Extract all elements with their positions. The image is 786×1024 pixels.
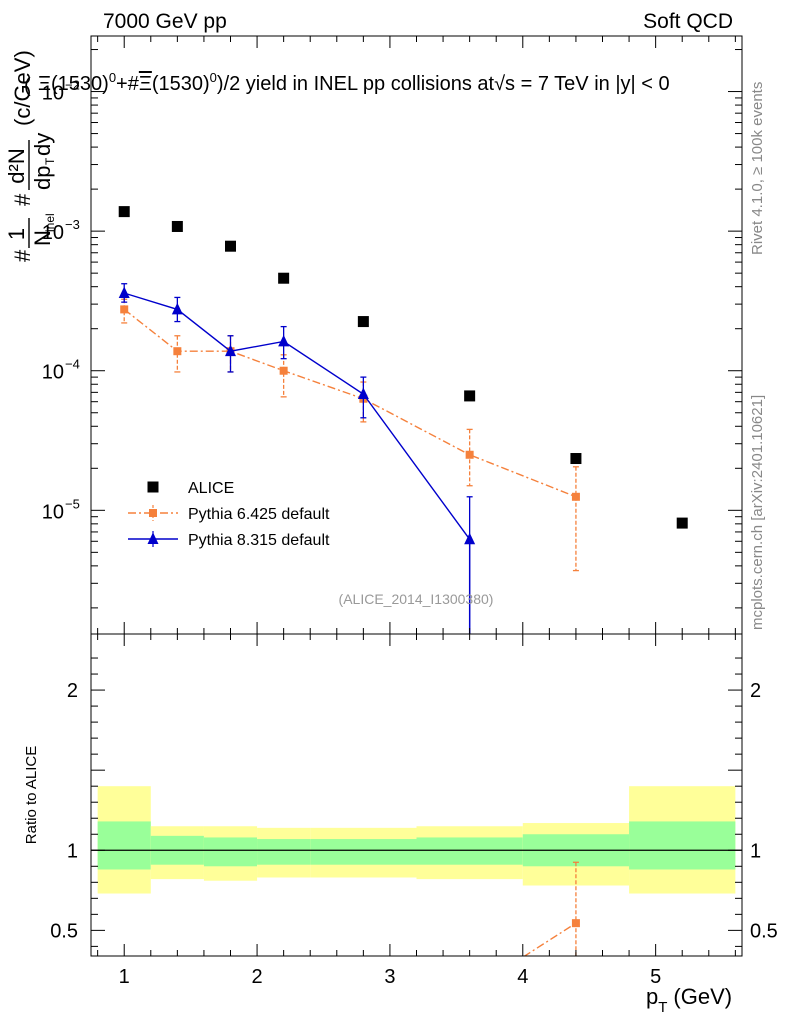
y-tick-label: 10 <box>42 222 64 244</box>
ratio-y-tick-label-right: 1 <box>750 840 761 862</box>
ylabel-inel: inel <box>43 213 57 232</box>
pythia8-point <box>118 286 130 299</box>
pythia6-point <box>465 450 474 459</box>
xlabel-p: p <box>646 984 658 1009</box>
x-tick-label: 5 <box>650 966 661 988</box>
ratio-pythia6-point <box>466 987 474 995</box>
title-c: Ξ <box>139 73 152 95</box>
ratio-y-tick-label-right: 2 <box>750 680 761 702</box>
y-tick-exponent: −5 <box>65 496 80 511</box>
ratio-band-inner <box>257 839 311 865</box>
x-tick-label: 4 <box>517 966 528 988</box>
alice-point <box>464 390 476 402</box>
ratio-y-tick-label: 0.5 <box>50 920 78 942</box>
title-paren: ( <box>24 75 31 97</box>
ratio-band-inner <box>416 837 523 865</box>
alice-point <box>278 272 290 284</box>
ylabel-ninel: N <box>30 230 55 246</box>
plot-title: Ξ(1530)0+#Ξ(1530)0)/2 yield in INEL pp c… <box>38 70 670 95</box>
ratio-y-tick-label: 1 <box>67 840 78 862</box>
pythia6-point <box>173 347 182 356</box>
alice-point <box>171 220 183 232</box>
xlabel-unit: (GeV) <box>673 984 732 1009</box>
ratio-band-inner <box>203 837 258 867</box>
legend-marker-pythia6 <box>149 509 157 517</box>
main-ylabel: # 1 N inel # d²N dp T dy (c/GeV) <box>4 50 57 262</box>
xlabel: pT (GeV) <box>646 984 732 1016</box>
pythia6-line <box>123 308 577 498</box>
ylabel-dpt: dp <box>30 166 55 190</box>
ratio-pythia6-point <box>571 919 580 928</box>
xlabel-sub: T <box>658 999 667 1016</box>
legend: ALICE Pythia 6.425 default Pythia 8.315 de… <box>128 480 330 549</box>
header-right: Soft QCD <box>643 10 733 33</box>
y-tick-exponent: −3 <box>65 217 80 232</box>
rivet-label: Rivet 4.1.0, ≥ 100k events <box>749 82 766 255</box>
pythia8-point <box>464 532 476 545</box>
ratio-data <box>466 861 580 995</box>
title-sup1: 0 <box>109 70 116 85</box>
title-f: √s <box>494 73 515 95</box>
alice-point <box>570 453 582 465</box>
legend-label: Pythia 8.315 default <box>188 532 330 549</box>
legend-marker-alice <box>147 481 159 493</box>
y-tick-label: 10 <box>42 501 64 523</box>
pythia8-line <box>124 292 471 540</box>
main-axes: 10−210−310−410−5 <box>42 36 742 634</box>
ylabel-hash1: # <box>10 249 35 262</box>
x-tick-label: 2 <box>252 966 263 988</box>
ratio-y-tick-label: 2 <box>67 680 78 702</box>
pythia8-point <box>171 302 183 315</box>
ratio-axes: 1 2 3 4 5 0.5 0.5 1 1 2 2 <box>50 634 778 988</box>
title-e: )/2 yield in INEL pp collisions at <box>217 73 495 95</box>
pythia6-point <box>279 366 288 375</box>
title-b: +# <box>116 73 140 95</box>
title-a: Ξ(1530) <box>38 73 109 95</box>
pythia6-point <box>571 492 580 501</box>
title-g: = 7 TeV in |y| < 0 <box>515 73 670 95</box>
ylabel-unit: (c/GeV) <box>10 50 35 126</box>
x-tick-label: 1 <box>119 966 130 988</box>
legend-marker-pythia8 <box>147 532 159 544</box>
ratio-band-inner <box>629 821 736 870</box>
pythia8-point <box>278 334 290 347</box>
ratio-band-inner <box>97 821 151 870</box>
y-tick-exponent: −2 <box>65 78 80 93</box>
header-left: 7000 GeV pp <box>103 10 227 33</box>
ratio-ylabel: Ratio to ALICE <box>23 746 40 844</box>
alice-point <box>357 316 369 328</box>
x-tick-label: 3 <box>384 966 395 988</box>
pythia6-point <box>120 305 129 314</box>
y-tick-label: 10 <box>42 362 64 384</box>
ratio-y-tick-label-right: 0.5 <box>750 920 778 942</box>
alice-point <box>676 517 688 529</box>
ylabel-tsub: T <box>43 157 57 165</box>
ylabel-hash2: # <box>10 193 35 206</box>
y-tick-exponent: −4 <box>65 357 80 372</box>
legend-label: ALICE <box>188 480 234 497</box>
ylabel-one: 1 <box>4 228 29 240</box>
alice-point <box>225 240 236 252</box>
ratio-band-inner <box>310 839 417 865</box>
ylabel-dy: dy <box>30 133 55 156</box>
title-d: (1530) <box>152 73 210 95</box>
title-sup2: 0 <box>210 70 217 85</box>
y-tick-label: 10 <box>42 83 64 105</box>
alice-point <box>118 206 130 218</box>
pythia8-point <box>225 344 236 357</box>
mcplots-label: mcplots.cern.ch [arXiv:2401.10621] <box>749 395 766 630</box>
legend-label: Pythia 6.425 default <box>188 506 330 523</box>
main-data <box>118 206 688 634</box>
pythia8-point <box>357 387 369 400</box>
ylabel-d2n: d²N <box>4 148 29 183</box>
ratio-bands <box>91 786 742 894</box>
watermark: (ALICE_2014_I1300380) <box>339 591 494 607</box>
